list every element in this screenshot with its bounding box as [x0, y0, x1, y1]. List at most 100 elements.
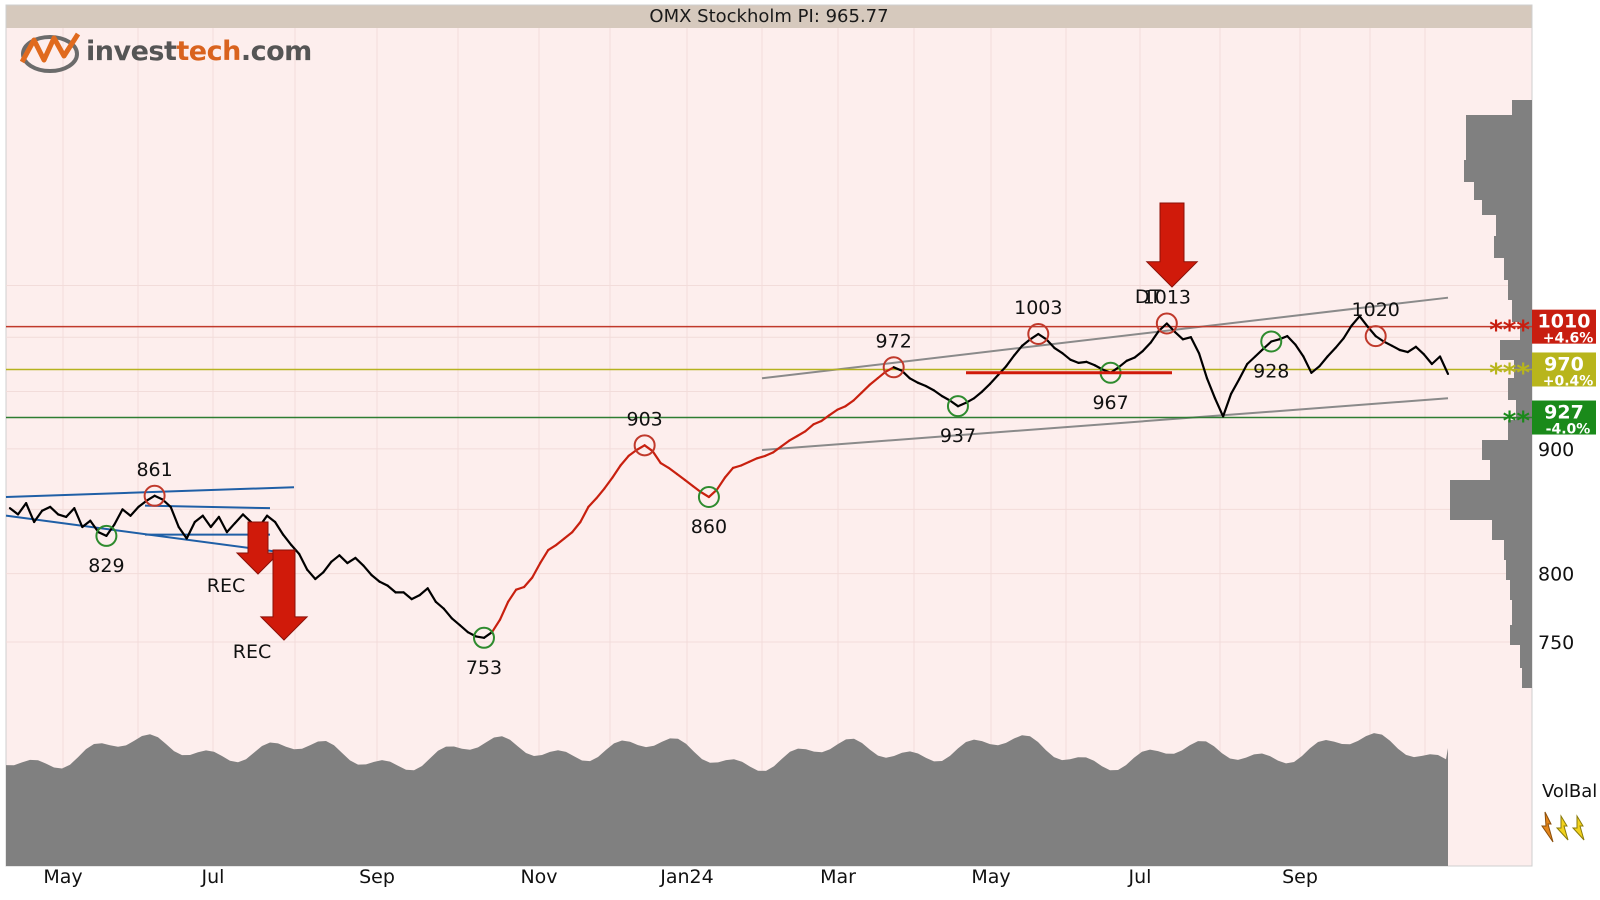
price-segment: [619, 454, 630, 467]
price-segment: [490, 618, 502, 634]
volume-profile-bar: [1500, 340, 1532, 360]
price-segment: [338, 554, 349, 565]
chart-title: OMX Stockholm PI: 965.77: [6, 5, 1532, 28]
price-segment: [747, 457, 759, 463]
sell-arrow-rec-2: [259, 549, 309, 641]
price-segment: [1029, 332, 1040, 341]
price-segment: [241, 513, 253, 524]
level-label-box: [1532, 309, 1596, 344]
top-marker: [633, 434, 656, 457]
price-segment: [121, 508, 132, 517]
price-segment: [1045, 338, 1056, 349]
level-value: 970: [1544, 353, 1584, 375]
level-value: 927: [1544, 402, 1584, 424]
extreme-label: 928: [1253, 360, 1289, 382]
price-segment: [193, 514, 204, 524]
price-segment: [522, 576, 534, 589]
price-segment: [772, 445, 783, 454]
price-segment: [980, 382, 992, 393]
price-segment: [1237, 362, 1249, 381]
x-tick-label: Jul: [1128, 866, 1152, 888]
price-segment: [972, 390, 984, 400]
y-tick-label: 750: [1538, 632, 1574, 654]
bottom-marker: [946, 395, 969, 418]
extreme-label: 860: [691, 516, 727, 538]
logo-text-3: .com: [240, 36, 312, 67]
volume-profile-bar: [1512, 300, 1532, 322]
pattern-label: DT: [1135, 286, 1162, 308]
price-segment: [723, 466, 735, 479]
top-marker: [882, 356, 905, 379]
extreme-label: 967: [1092, 392, 1128, 414]
pattern-label: REC: [233, 641, 271, 663]
price-segment: [860, 383, 871, 394]
price-segment: [105, 523, 116, 538]
x-tick-label: Mar: [820, 866, 856, 888]
price-segment: [482, 631, 494, 639]
price-segment: [1133, 350, 1144, 359]
price-segment: [378, 580, 389, 587]
price-segment: [450, 617, 461, 627]
volume-profile-bar: [1490, 460, 1532, 480]
top-marker: [1155, 312, 1178, 335]
price-segment: [1213, 397, 1225, 418]
price-segment: [8, 507, 20, 516]
level-value: 1010: [1538, 311, 1591, 333]
price-segment: [796, 430, 807, 438]
bottom-marker: [95, 524, 118, 547]
price-segment: [290, 543, 301, 556]
x-tick-label: May: [971, 866, 1010, 888]
price-segment: [1422, 353, 1434, 366]
volume-profile-bar: [1506, 560, 1532, 580]
price-segment: [113, 508, 124, 526]
price-segment: [233, 513, 245, 525]
volume-profile-bar: [1520, 645, 1532, 668]
price-segment: [547, 543, 558, 552]
x-tick-label: Sep: [359, 866, 395, 888]
price-segment: [956, 401, 968, 408]
volbal-label: VolBal: [1542, 781, 1597, 802]
price-segment: [1286, 335, 1297, 346]
price-segment: [868, 377, 879, 386]
price-segment: [667, 466, 678, 475]
price-segment: [804, 423, 815, 433]
price-segment: [129, 505, 140, 517]
volbal-icon: [1541, 811, 1585, 843]
volume-profile-bar: [1482, 440, 1532, 460]
price-segment: [892, 366, 903, 372]
extreme-label: 829: [88, 555, 124, 577]
price-segment: [1382, 340, 1393, 347]
price-segment: [1374, 335, 1385, 343]
volume-profile-bar: [1450, 500, 1532, 520]
price-segment: [1430, 355, 1442, 366]
price-segment: [169, 505, 180, 529]
price-segment: [185, 520, 196, 540]
price-segment: [611, 464, 622, 479]
price-segment: [1061, 352, 1072, 361]
price-segment: [314, 571, 325, 581]
price-segment: [764, 451, 775, 457]
price-segment: [1077, 360, 1088, 364]
price-segment: [675, 472, 686, 481]
volume-profile-bar: [1494, 236, 1532, 258]
price-segment: [1149, 329, 1160, 344]
price-segment: [539, 548, 550, 565]
price-segment: [442, 607, 453, 620]
price-segment: [1398, 348, 1409, 354]
price-segment: [659, 462, 670, 469]
price-segment: [820, 414, 831, 423]
price-segment: [306, 568, 317, 581]
extreme-label: 1013: [1143, 287, 1191, 309]
price-segment: [217, 515, 228, 534]
extreme-label: 1020: [1352, 299, 1400, 321]
investtech-logo: investtech.com: [20, 30, 312, 74]
extreme-label: 903: [627, 408, 663, 430]
y-tick-label: 900: [1538, 439, 1574, 461]
price-segment: [49, 505, 60, 516]
bottom-marker: [697, 486, 720, 509]
logo-text-2: tech: [176, 36, 241, 67]
price-segment: [1005, 354, 1016, 368]
price-segment: [1037, 332, 1048, 341]
price-segment: [603, 476, 614, 490]
